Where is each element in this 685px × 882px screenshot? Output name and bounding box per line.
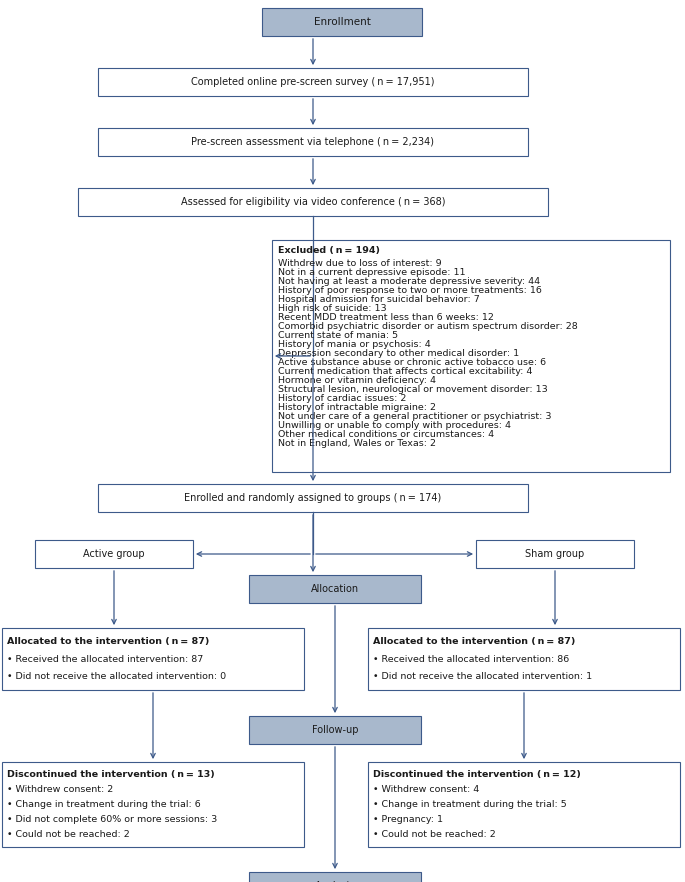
Text: Not having at least a moderate depressive severity: 44: Not having at least a moderate depressiv… bbox=[278, 277, 540, 286]
Text: Current medication that affects cortical excitability: 4: Current medication that affects cortical… bbox=[278, 367, 532, 376]
Text: Comorbid psychiatric disorder or autism spectrum disorder: 28: Comorbid psychiatric disorder or autism … bbox=[278, 322, 577, 331]
Text: Current state of mania: 5: Current state of mania: 5 bbox=[278, 331, 398, 340]
Text: • Could not be reached: 2: • Could not be reached: 2 bbox=[7, 830, 129, 839]
Text: Recent MDD treatment less than 6 weeks: 12: Recent MDD treatment less than 6 weeks: … bbox=[278, 313, 494, 322]
Text: Not in a current depressive episode: 11: Not in a current depressive episode: 11 bbox=[278, 268, 466, 277]
Text: History of intractable migraine: 2: History of intractable migraine: 2 bbox=[278, 403, 436, 412]
Bar bbox=[368, 762, 680, 847]
Text: Hospital admission for suicidal behavior: 7: Hospital admission for suicidal behavior… bbox=[278, 295, 480, 304]
Text: • Received the allocated intervention: 87: • Received the allocated intervention: 8… bbox=[7, 654, 203, 663]
Bar bbox=[368, 628, 680, 690]
Text: Withdrew due to loss of interest: 9: Withdrew due to loss of interest: 9 bbox=[278, 259, 442, 268]
Text: • Change in treatment during the trial: 5: • Change in treatment during the trial: … bbox=[373, 800, 566, 809]
Text: Allocation: Allocation bbox=[311, 584, 359, 594]
Text: History of mania or psychosis: 4: History of mania or psychosis: 4 bbox=[278, 340, 431, 349]
Text: • Received the allocated intervention: 86: • Received the allocated intervention: 8… bbox=[373, 654, 569, 663]
Text: Completed online pre-screen survey ( n = 17,951): Completed online pre-screen survey ( n =… bbox=[191, 77, 435, 87]
Bar bbox=[249, 872, 421, 882]
Text: • Pregnancy: 1: • Pregnancy: 1 bbox=[373, 815, 443, 824]
Text: Enrollment: Enrollment bbox=[314, 17, 371, 27]
Text: • Did not complete 60% or more sessions: 3: • Did not complete 60% or more sessions:… bbox=[7, 815, 217, 824]
Text: Follow-up: Follow-up bbox=[312, 725, 358, 735]
Bar bbox=[272, 240, 670, 472]
Bar bbox=[98, 484, 528, 512]
Text: Depression secondary to other medical disorder: 1: Depression secondary to other medical di… bbox=[278, 349, 519, 358]
Bar bbox=[98, 128, 528, 156]
Text: Analysis: Analysis bbox=[315, 881, 356, 882]
Text: • Withdrew consent: 2: • Withdrew consent: 2 bbox=[7, 785, 113, 794]
Bar bbox=[98, 68, 528, 96]
Bar bbox=[249, 575, 421, 603]
Bar bbox=[249, 716, 421, 744]
Text: • Did not receive the allocated intervention: 1: • Did not receive the allocated interven… bbox=[373, 672, 592, 681]
Text: Hormone or vitamin deficiency: 4: Hormone or vitamin deficiency: 4 bbox=[278, 376, 436, 385]
Text: Active substance abuse or chronic active tobacco use: 6: Active substance abuse or chronic active… bbox=[278, 358, 546, 367]
Text: • Change in treatment during the trial: 6: • Change in treatment during the trial: … bbox=[7, 800, 201, 809]
Text: • Did not receive the allocated intervention: 0: • Did not receive the allocated interven… bbox=[7, 672, 226, 681]
Text: Discontinued the intervention ( n = 13): Discontinued the intervention ( n = 13) bbox=[7, 770, 215, 779]
Bar bbox=[78, 188, 548, 216]
Bar bbox=[2, 628, 304, 690]
Text: Assessed for eligibility via video conference ( n = 368): Assessed for eligibility via video confe… bbox=[181, 197, 445, 207]
Text: Discontinued the intervention ( n = 12): Discontinued the intervention ( n = 12) bbox=[373, 770, 581, 779]
Text: Pre-screen assessment via telephone ( n = 2,234): Pre-screen assessment via telephone ( n … bbox=[192, 137, 434, 147]
Text: History of cardiac issues: 2: History of cardiac issues: 2 bbox=[278, 394, 406, 403]
Text: Structural lesion, neurological or movement disorder: 13: Structural lesion, neurological or movem… bbox=[278, 385, 548, 394]
Text: Allocated to the intervention ( n = 87): Allocated to the intervention ( n = 87) bbox=[7, 637, 210, 647]
Bar bbox=[35, 540, 193, 568]
Text: • Could not be reached: 2: • Could not be reached: 2 bbox=[373, 830, 496, 839]
Bar bbox=[476, 540, 634, 568]
Text: Not under care of a general practitioner or psychiatrist: 3: Not under care of a general practitioner… bbox=[278, 412, 551, 421]
Bar bbox=[262, 8, 422, 36]
Text: Allocated to the intervention ( n = 87): Allocated to the intervention ( n = 87) bbox=[373, 637, 575, 647]
Text: • Withdrew consent: 4: • Withdrew consent: 4 bbox=[373, 785, 480, 794]
Text: Unwilling or unable to comply with procedures: 4: Unwilling or unable to comply with proce… bbox=[278, 421, 511, 430]
Text: Active group: Active group bbox=[83, 549, 145, 559]
Text: Excluded ( n = 194): Excluded ( n = 194) bbox=[278, 246, 380, 255]
Text: High risk of suicide: 13: High risk of suicide: 13 bbox=[278, 304, 386, 313]
Text: Other medical conditions or circumstances: 4: Other medical conditions or circumstance… bbox=[278, 430, 494, 439]
Bar bbox=[2, 762, 304, 847]
Text: Not in England, Wales or Texas: 2: Not in England, Wales or Texas: 2 bbox=[278, 439, 436, 448]
Text: Sham group: Sham group bbox=[525, 549, 584, 559]
Text: Enrolled and randomly assigned to groups ( n = 174): Enrolled and randomly assigned to groups… bbox=[184, 493, 442, 503]
Text: History of poor response to two or more treatments: 16: History of poor response to two or more … bbox=[278, 286, 542, 295]
